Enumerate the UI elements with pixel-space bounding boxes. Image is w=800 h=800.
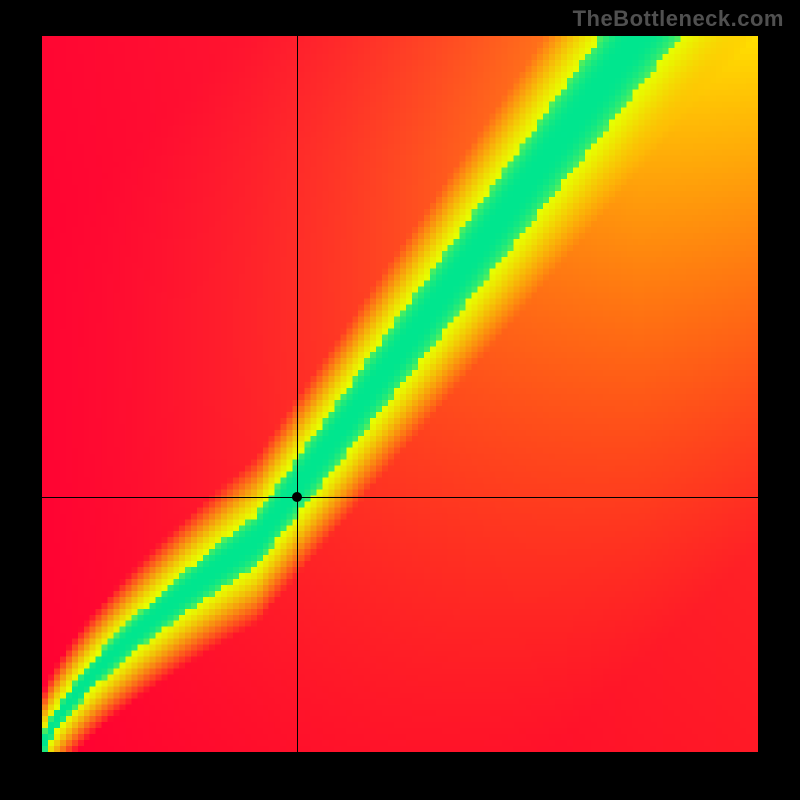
crosshair-vertical — [297, 36, 298, 752]
plot-area — [42, 36, 758, 752]
chart-container: TheBottleneck.com — [0, 0, 800, 800]
crosshair-horizontal — [42, 497, 758, 498]
bottleneck-heatmap — [42, 36, 758, 752]
watermark-text: TheBottleneck.com — [573, 6, 784, 32]
selected-point-marker — [292, 492, 302, 502]
